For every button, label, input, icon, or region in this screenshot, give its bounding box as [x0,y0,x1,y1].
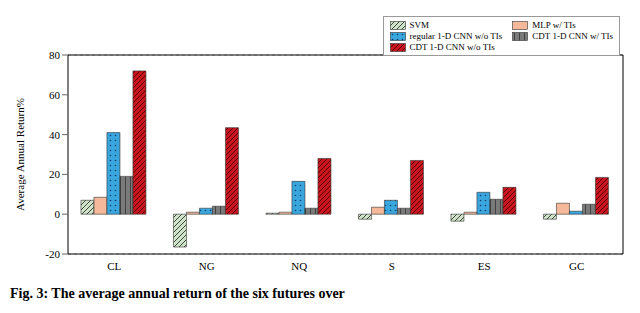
svg-text:40: 40 [49,129,61,141]
svg-text:0: 0 [55,208,61,220]
svg-text:-20: -20 [45,248,60,260]
svg-text:S: S [389,260,395,272]
svg-text:Average Annual Return%: Average Annual Return% [14,98,26,211]
svg-text:NQ: NQ [291,260,307,272]
html-text:CDT 1-D CNN w/o TIs: CDT 1-D CNN w/o TIs [409,42,495,52]
svg-text:NG: NG [199,260,215,272]
html-text:regular 1-D CNN w/o TIs: regular 1-D CNN w/o TIs [409,31,503,41]
html-text:CDT 1-D CNN w/ TIs: CDT 1-D CNN w/ TIs [532,31,613,41]
html-text:SVM: SVM [409,20,429,30]
html-text:MLP w/ TIs: MLP w/ TIs [532,20,576,30]
svg-text:GC: GC [569,260,584,272]
svg-text:60: 60 [49,89,61,101]
html-text:Fig. 3: The average annual ret: Fig. 3: The average annual return of the… [10,286,345,301]
svg-text:CL: CL [107,260,121,272]
svg-text:ES: ES [478,260,491,272]
svg-text:20: 20 [49,168,61,180]
svg-text:80: 80 [49,49,61,61]
